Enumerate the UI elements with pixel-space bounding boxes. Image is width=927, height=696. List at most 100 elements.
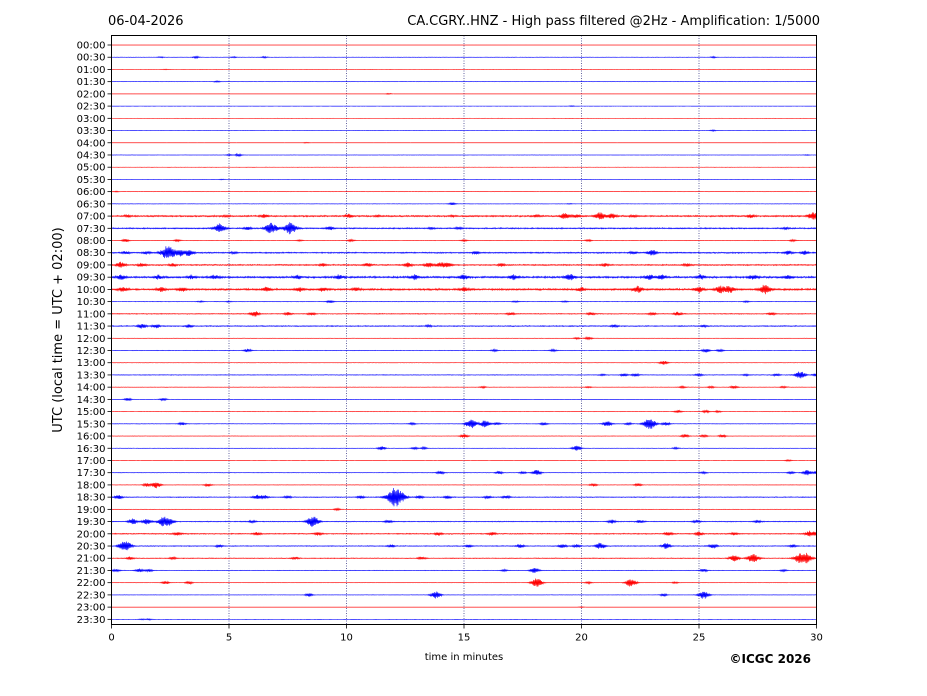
- row-label: 08:30: [77, 248, 106, 259]
- row-label: 11:30: [77, 322, 106, 333]
- trace-0730: [111, 222, 817, 235]
- row-label: 14:00: [77, 383, 106, 394]
- x-tick-label: 25: [693, 633, 706, 644]
- trace-1100: [111, 311, 817, 317]
- chart-date: 06-04-2026: [108, 14, 184, 29]
- row-label: 19:30: [77, 517, 106, 528]
- row-label: 12:30: [77, 346, 106, 357]
- row-label: 13:00: [77, 358, 106, 369]
- x-tick-label: 30: [810, 633, 823, 644]
- row-label: 23:30: [77, 615, 106, 626]
- row-label: 07:30: [77, 224, 106, 235]
- x-tick-label: 10: [340, 633, 353, 644]
- trace-1530: [111, 419, 817, 429]
- trace-2330: [111, 618, 817, 621]
- row-label: 00:00: [77, 41, 106, 52]
- trace-1130: [111, 323, 817, 329]
- x-axis: 0 5 10 15 20 25 30: [108, 624, 823, 644]
- chart-title: CA.CGRY..HNZ - High pass filtered @2Hz -…: [407, 14, 820, 29]
- row-label: 23:00: [77, 603, 106, 614]
- row-label: 05:30: [77, 175, 106, 186]
- trace-0430: [111, 152, 817, 158]
- trace-1230: [111, 348, 817, 353]
- row-label: 02:30: [77, 102, 106, 113]
- row-label: 20:00: [77, 529, 106, 540]
- trace-1600: [111, 433, 817, 439]
- row-label: 22:00: [77, 578, 106, 589]
- trace-0830: [111, 246, 817, 259]
- row-label: 08:00: [77, 236, 106, 247]
- row-label: 05:00: [77, 163, 106, 174]
- trace-2030: [111, 541, 817, 551]
- x-tick-label: 0: [108, 633, 114, 644]
- trace-1900: [111, 507, 817, 512]
- row-label: 00:30: [77, 53, 106, 64]
- x-axis-label: time in minutes: [425, 652, 504, 663]
- row-label: 06:30: [77, 199, 106, 210]
- row-label: 13:30: [77, 370, 106, 381]
- row-label: 03:00: [77, 114, 106, 125]
- traces: [111, 44, 817, 621]
- trace-2300: [111, 606, 817, 609]
- trace-0130: [111, 80, 817, 83]
- row-label: 16:30: [77, 444, 106, 455]
- row-label: 22:30: [77, 590, 106, 601]
- y-axis-label: UTC (local time = UTC + 02:00): [51, 227, 66, 432]
- trace-1000: [111, 284, 817, 295]
- trace-0330: [111, 129, 817, 133]
- row-label: 19:00: [77, 505, 106, 516]
- row-label: 17:00: [77, 456, 106, 467]
- row-label: 20:30: [77, 542, 106, 553]
- plot-frame: [111, 35, 817, 625]
- row-label: 16:00: [77, 432, 106, 443]
- x-tick-label: 15: [458, 633, 471, 644]
- row-label: 15:30: [77, 419, 106, 430]
- row-label: 14:30: [77, 395, 106, 406]
- trace-1700: [111, 459, 817, 462]
- row-label: 03:30: [77, 126, 106, 137]
- trace-1030: [111, 299, 817, 304]
- trace-0530: [111, 178, 817, 181]
- trace-0200: [111, 92, 817, 95]
- trace-0600: [111, 190, 817, 193]
- x-tick-label: 20: [575, 633, 588, 644]
- row-label: 15:00: [77, 407, 106, 418]
- row-label: 10:00: [77, 285, 106, 296]
- trace-1800: [111, 482, 817, 489]
- trace-1400: [111, 384, 817, 390]
- x-tick-label: 5: [226, 633, 232, 644]
- trace-2130: [111, 568, 817, 573]
- row-label: 18:00: [77, 480, 106, 491]
- trace-0800: [111, 238, 817, 243]
- trace-1430: [111, 397, 817, 402]
- row-label: 09:00: [77, 260, 106, 271]
- trace-1200: [111, 336, 817, 341]
- trace-0030: [111, 55, 817, 60]
- row-label: 17:30: [77, 468, 106, 479]
- row-label: 21:00: [77, 554, 106, 565]
- trace-0230: [111, 105, 817, 108]
- trace-0900: [111, 261, 817, 268]
- trace-1630: [111, 445, 817, 451]
- row-label: 21:30: [77, 566, 106, 577]
- trace-1500: [111, 409, 817, 414]
- trace-1730: [111, 469, 817, 476]
- copyright-label: ©ICGC 2026: [729, 652, 811, 666]
- row-label: 18:30: [77, 493, 106, 504]
- row-label: 04:00: [77, 138, 106, 149]
- row-label: 07:00: [77, 212, 106, 223]
- row-label: 11:00: [77, 309, 106, 320]
- trace-0630: [111, 201, 817, 206]
- row-label: 04:30: [77, 150, 106, 161]
- trace-2230: [111, 591, 817, 599]
- trace-1300: [111, 360, 817, 365]
- row-label: 01:30: [77, 77, 106, 88]
- trace-0100: [111, 68, 817, 71]
- trace-0700: [111, 212, 817, 220]
- row-label: 01:00: [77, 65, 106, 76]
- trace-2100: [111, 552, 817, 564]
- row-label: 06:00: [77, 187, 106, 198]
- gridlines: [228, 35, 700, 625]
